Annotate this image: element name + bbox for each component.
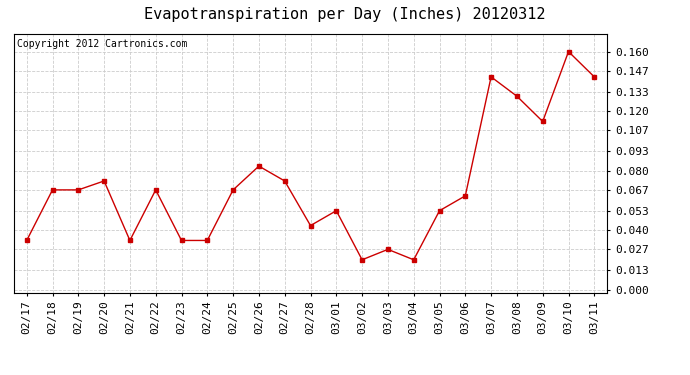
Text: Copyright 2012 Cartronics.com: Copyright 2012 Cartronics.com xyxy=(17,39,187,49)
Text: Evapotranspiration per Day (Inches) 20120312: Evapotranspiration per Day (Inches) 2012… xyxy=(144,8,546,22)
